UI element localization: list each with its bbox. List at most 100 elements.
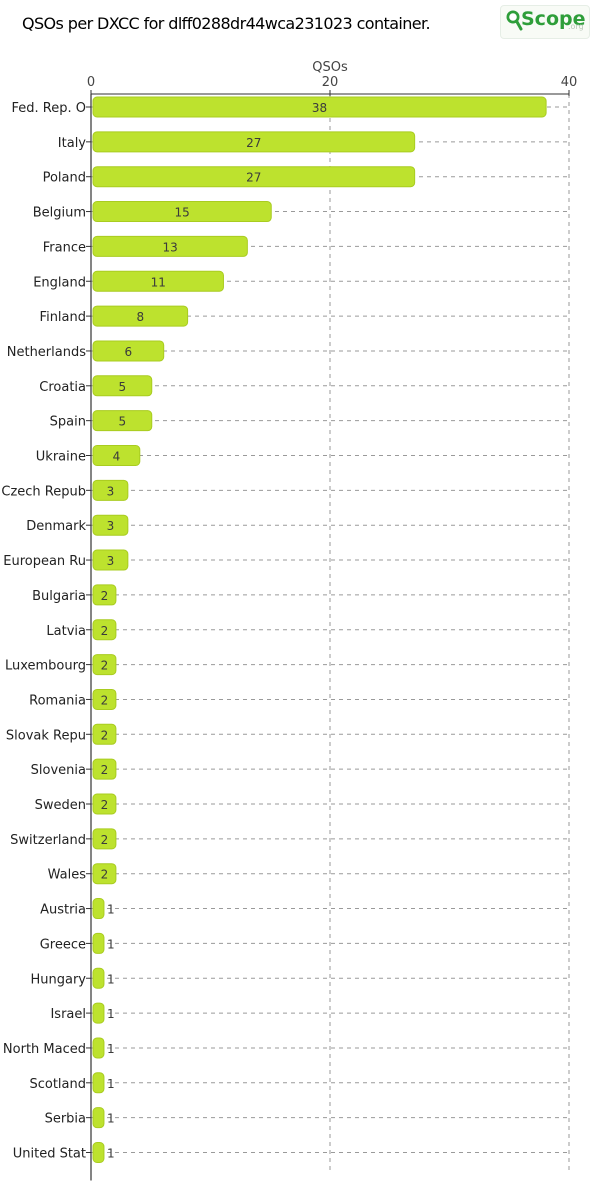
bar[interactable] (92, 270, 224, 292)
data-label: 1 (107, 903, 115, 917)
chart-title: QSOs per DXCC for dlff0288dr44wca231023 … (22, 14, 431, 33)
category-label: Italy (58, 136, 87, 151)
data-label: 3 (107, 484, 115, 498)
category-label: France (43, 240, 86, 255)
data-label: 2 (101, 833, 109, 847)
data-label: 1 (107, 1112, 115, 1126)
data-label: 15 (174, 206, 189, 220)
bar[interactable] (92, 305, 189, 327)
bar[interactable] (92, 654, 117, 676)
bar[interactable] (92, 932, 105, 954)
bar[interactable] (92, 131, 416, 153)
bar[interactable] (92, 549, 129, 571)
category-label: Denmark (26, 519, 86, 534)
data-label: 1 (107, 937, 115, 951)
data-label: 1 (107, 1042, 115, 1056)
grid-lines (91, 94, 570, 1173)
data-label: 3 (107, 554, 115, 568)
category-label: Romania (29, 693, 86, 708)
bar[interactable] (92, 828, 117, 850)
category-label: Latvia (46, 624, 86, 639)
category-label: Sweden (35, 798, 86, 813)
category-label: Luxembourg (5, 659, 86, 674)
bar[interactable] (92, 967, 105, 989)
bar[interactable] (92, 584, 117, 606)
data-label: 13 (163, 240, 178, 254)
data-label: 1 (107, 972, 115, 986)
data-label: 11 (151, 275, 166, 289)
data-label: 27 (246, 136, 261, 150)
magnifier-icon (506, 10, 523, 31)
data-label: 5 (119, 380, 127, 394)
category-label: Croatia (39, 380, 86, 395)
category-label: Austria (40, 903, 86, 918)
bar[interactable] (92, 479, 129, 501)
data-label: 1 (107, 1007, 115, 1021)
bar[interactable] (92, 96, 547, 118)
bar[interactable] (92, 723, 117, 745)
x-tick-label: 40 (561, 75, 578, 90)
logo-text: Scope (521, 8, 586, 30)
bar[interactable] (92, 514, 129, 536)
category-label: United Stat (13, 1147, 86, 1162)
bar[interactable] (92, 166, 416, 188)
data-label: 5 (119, 415, 127, 429)
category-label: Fed. Rep. O (12, 101, 86, 116)
bar[interactable] (92, 1002, 105, 1024)
bar[interactable] (92, 375, 153, 397)
bar[interactable] (92, 235, 248, 257)
data-label: 2 (101, 763, 109, 777)
data-label: 1 (107, 1077, 115, 1091)
category-label: Serbia (45, 1112, 86, 1127)
bar[interactable] (92, 758, 117, 780)
x-tick-label: 0 (87, 75, 95, 90)
category-label: England (33, 275, 86, 290)
bar[interactable] (92, 688, 117, 710)
category-label: Slovak Repu (6, 728, 86, 743)
bar[interactable] (92, 340, 165, 362)
data-label: 2 (101, 693, 109, 707)
bar[interactable] (92, 898, 105, 920)
axes (86, 90, 570, 1181)
data-label: 3 (107, 519, 115, 533)
bar[interactable] (92, 619, 117, 641)
bar[interactable] (92, 793, 117, 815)
category-label: North Maced (3, 1042, 86, 1057)
category-label: Bulgaria (32, 589, 86, 604)
data-label: 2 (101, 868, 109, 882)
category-label: Hungary (30, 972, 86, 987)
category-label: Netherlands (7, 345, 86, 360)
logo-suffix: .org (568, 22, 584, 31)
data-label: 6 (125, 345, 133, 359)
category-label: Finland (40, 310, 86, 325)
category-label: European Ru (3, 554, 86, 569)
category-label: Wales (48, 868, 87, 883)
data-label: 27 (246, 171, 261, 185)
qscope-logo[interactable]: Scope .org (500, 5, 590, 39)
bar[interactable] (92, 1142, 105, 1163)
data-label: 8 (136, 310, 144, 324)
bar[interactable] (92, 410, 153, 432)
category-label: Greece (40, 937, 86, 952)
bar[interactable] (92, 1072, 105, 1094)
x-axis-title: QSOs (312, 60, 348, 75)
bar[interactable] (92, 201, 272, 223)
category-label: Spain (50, 415, 86, 430)
x-tick-label: 20 (322, 75, 339, 90)
bar[interactable] (92, 863, 117, 885)
category-label: Belgium (33, 206, 86, 221)
bar[interactable] (92, 445, 141, 466)
bars (92, 96, 547, 1163)
category-label: Poland (43, 171, 86, 186)
category-label: Switzerland (10, 833, 86, 848)
data-label: 2 (101, 659, 109, 673)
bar[interactable] (92, 1107, 105, 1129)
data-label: 2 (101, 624, 109, 638)
data-label: 38 (312, 101, 327, 115)
data-label: 2 (101, 589, 109, 603)
bar[interactable] (92, 1037, 105, 1059)
data-label: 1 (107, 1147, 115, 1161)
category-label: Israel (50, 1007, 86, 1022)
